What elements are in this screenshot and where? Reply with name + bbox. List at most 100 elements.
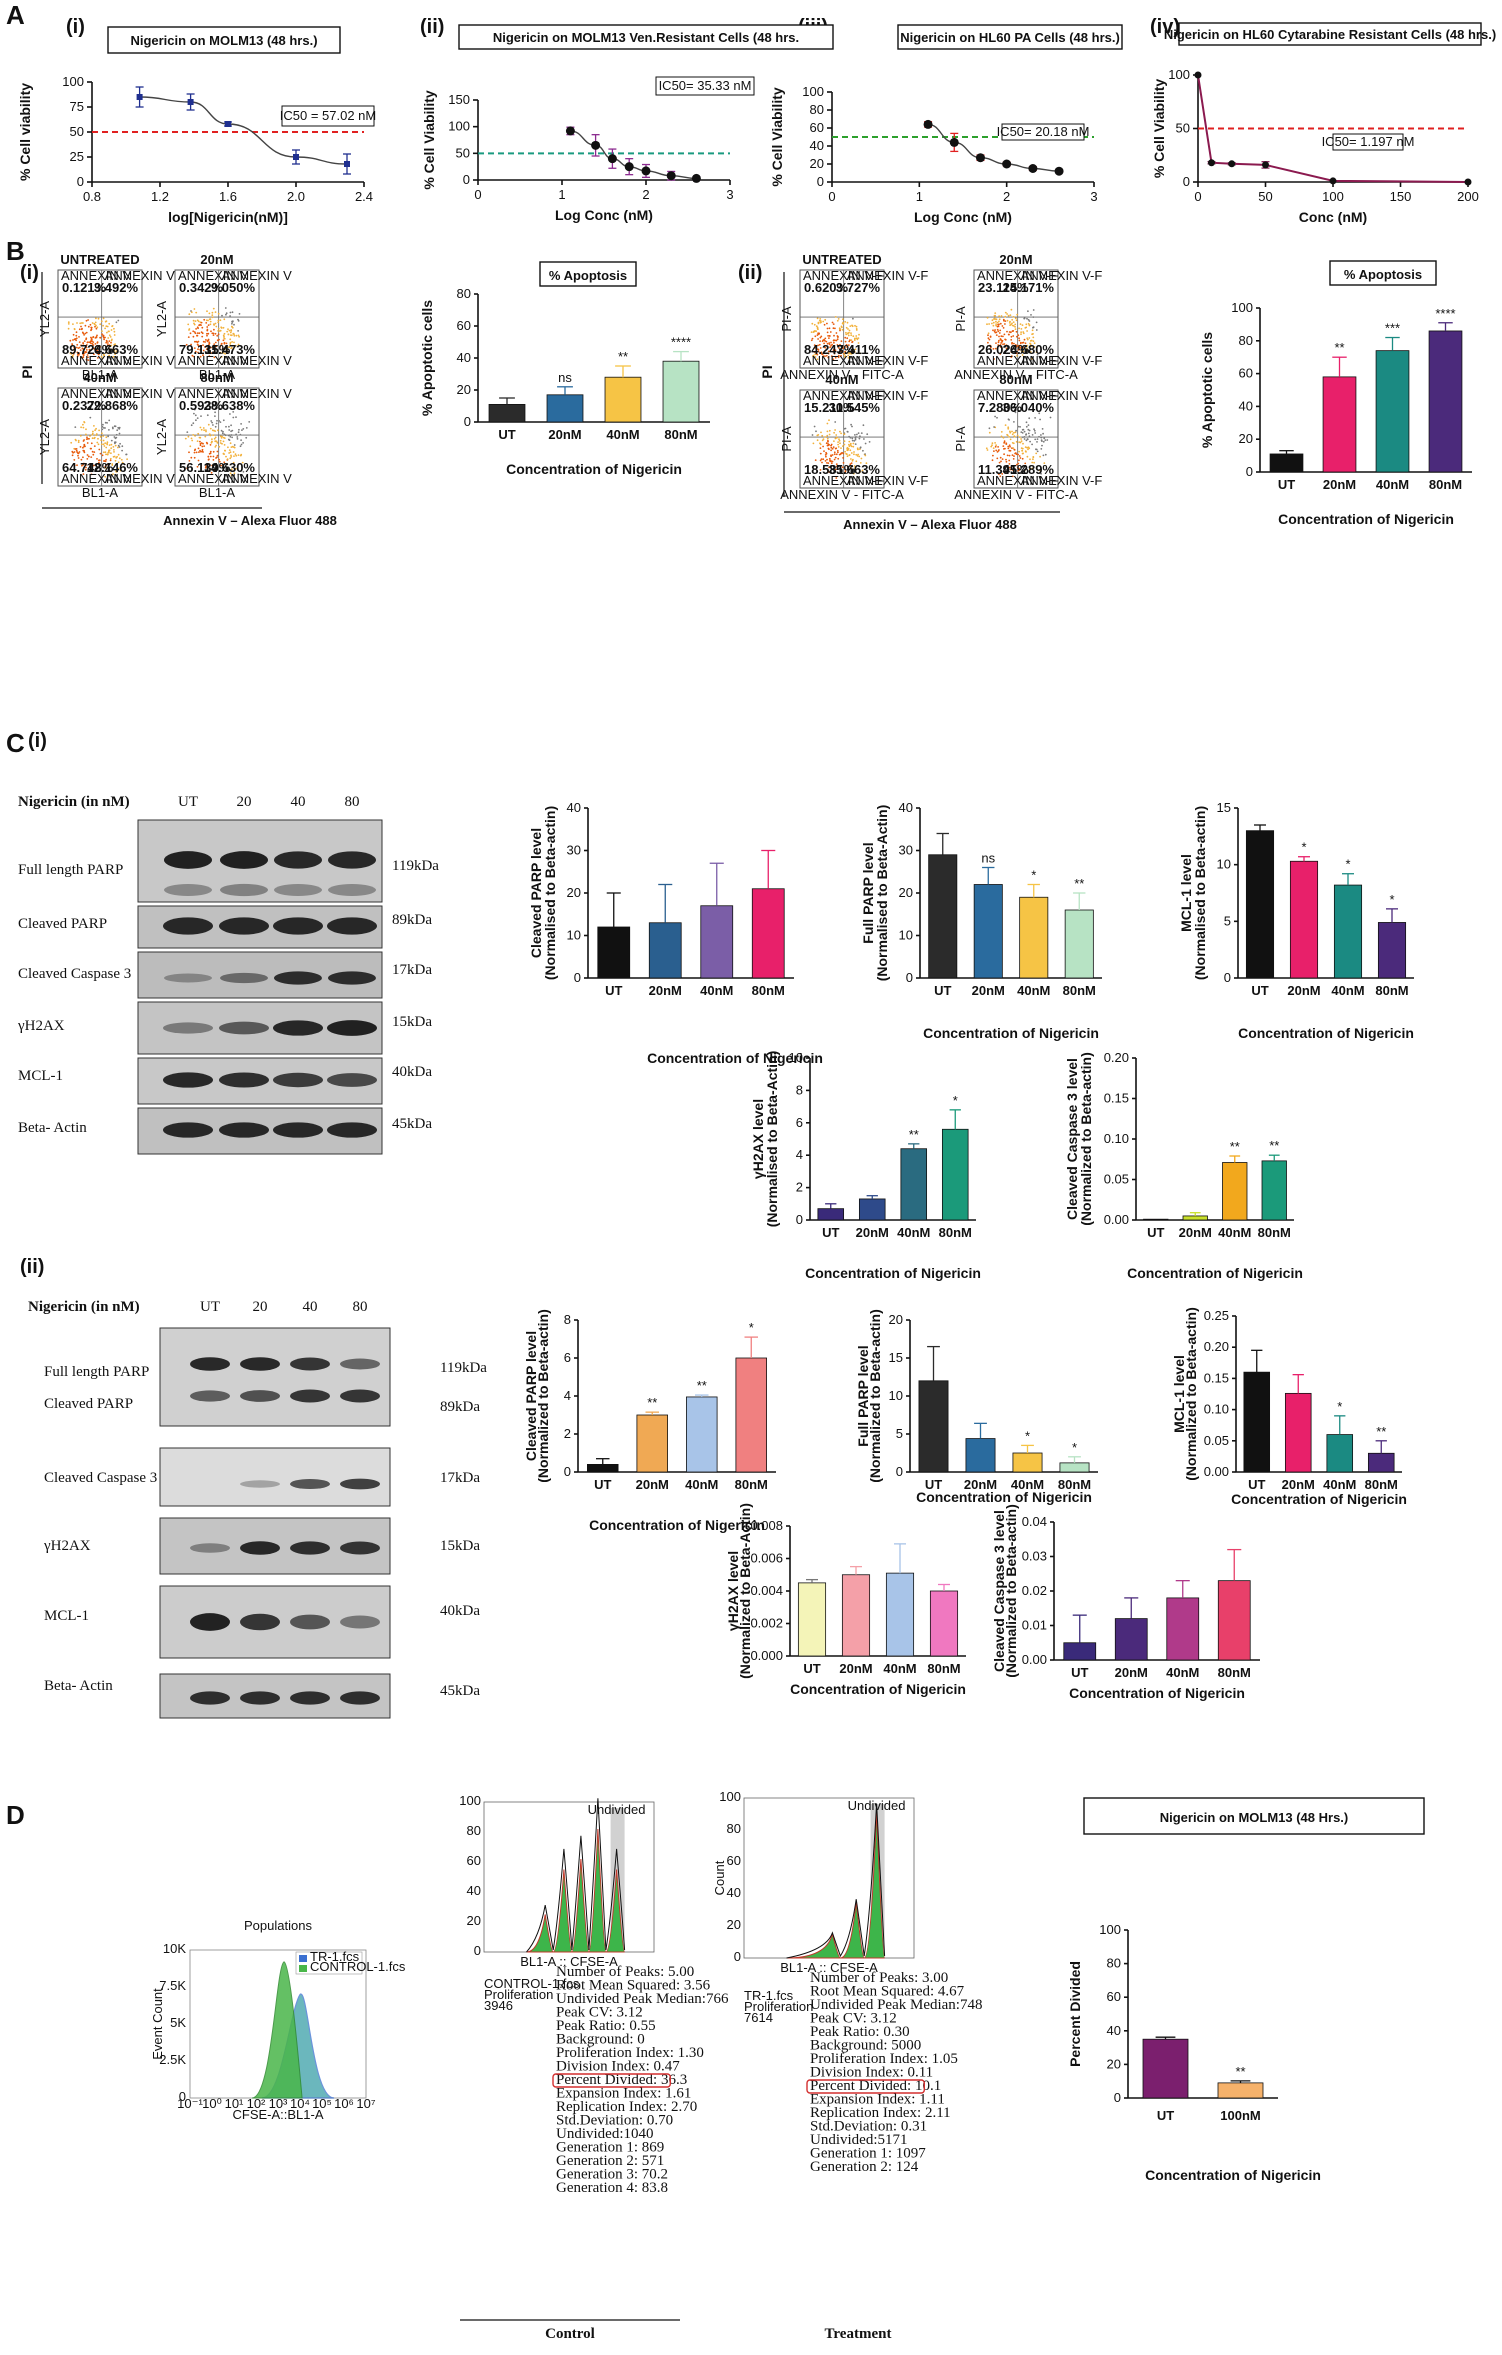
x-axis-label: Concentration of Nigericin <box>1238 1025 1414 1041</box>
event-dot <box>232 348 235 350</box>
event-dot <box>82 440 85 442</box>
event-dot <box>89 464 91 467</box>
y-tick-label: 20 <box>567 885 581 900</box>
event-dot <box>999 346 1002 348</box>
quadrant-name: ANNEXIN V <box>61 471 131 486</box>
flow-x-channel: ANNEXIN V - FITC-A <box>780 487 904 502</box>
event-dot <box>835 453 838 456</box>
plot-frame <box>743 1797 915 1959</box>
event-dot <box>811 337 814 340</box>
event-dot <box>97 357 99 359</box>
event-dot <box>96 441 99 444</box>
x-axis-label: Concentration of Nigericin <box>790 1681 966 1697</box>
event-dot <box>839 453 842 455</box>
stat-line: Peak Ratio: 0.55 <box>556 2018 656 2034</box>
event-dot <box>1000 342 1002 344</box>
event-dot <box>73 349 75 351</box>
event-dot <box>115 350 118 353</box>
event-dot <box>841 328 844 331</box>
event-dot <box>101 425 104 428</box>
y-tick-label: 15 <box>889 1350 903 1365</box>
stat-line: Undivided:1040 <box>556 2126 654 2142</box>
event-dot <box>824 337 827 340</box>
event-dot <box>1017 469 1020 472</box>
event-dot <box>820 458 823 460</box>
event-dot <box>199 442 202 445</box>
event-dot <box>106 441 109 444</box>
event-dot <box>202 451 204 453</box>
significance-label: ** <box>1269 1138 1279 1153</box>
y-tick-label: 20 <box>1107 2056 1121 2071</box>
event-dot <box>112 455 115 458</box>
event-dot <box>830 345 832 347</box>
event-dot <box>1005 460 1008 463</box>
event-dot <box>223 337 225 339</box>
event-dot <box>834 356 837 359</box>
x-axis-label: Log Conc (nM) <box>555 207 653 223</box>
blot-kda-label: 89kDa <box>440 1399 480 1415</box>
event-dot <box>819 320 822 322</box>
event-dot <box>852 442 855 445</box>
y-axis-label-group: Count <box>712 1860 727 1895</box>
event-dot <box>212 307 215 310</box>
event-dot <box>998 315 1000 318</box>
y-tick-label: 20 <box>727 1917 741 1932</box>
event-dot <box>860 432 863 434</box>
bar <box>1284 1392 1312 1473</box>
x-tick-label: 80nM <box>927 1661 960 1676</box>
event-dot <box>1031 333 1033 336</box>
blot-band <box>340 1478 380 1490</box>
event-dot <box>849 352 852 355</box>
bar <box>1243 1371 1271 1473</box>
event-dot <box>195 311 198 314</box>
event-dot <box>849 436 852 439</box>
ic50-label: IC50= 20.18 nM <box>997 124 1090 139</box>
event-dot <box>97 317 100 320</box>
bar <box>1064 909 1094 979</box>
legend-label: TR-1.fcs <box>310 1949 360 1964</box>
event-dot <box>1026 455 1029 458</box>
event-dot <box>110 339 113 342</box>
bar <box>1322 376 1357 473</box>
data-point <box>975 153 985 163</box>
quadrant-name: ANNEXIN V-F <box>977 353 1059 368</box>
event-dot <box>816 358 819 361</box>
event-dot <box>106 344 109 346</box>
flow-y-channel-group: YL2-A <box>37 419 52 455</box>
event-dot <box>245 436 248 439</box>
event-dot <box>108 344 111 346</box>
event-dot <box>827 350 830 353</box>
event-dot <box>85 433 87 436</box>
event-dot <box>850 334 853 337</box>
y-tick-label: 80 <box>810 102 824 117</box>
event-dot <box>230 329 233 331</box>
event-dot <box>207 423 210 426</box>
event-dot <box>105 320 108 322</box>
event-dot <box>822 355 825 357</box>
event-dot <box>1030 345 1033 347</box>
event-dot <box>105 453 107 456</box>
event-dot <box>989 344 991 347</box>
y-tick-label: 0 <box>474 1943 481 1958</box>
event-dot <box>847 354 850 357</box>
event-dot <box>237 330 240 332</box>
event-dot <box>1013 421 1015 423</box>
flow-y-axis-label: PI <box>19 365 35 378</box>
event-dot <box>90 442 93 445</box>
y-axis-label-group: Full PARP level(Normalized to Beta-actin… <box>855 1309 883 1482</box>
event-dot <box>985 447 988 450</box>
event-dot <box>102 443 105 446</box>
event-dot <box>851 325 854 328</box>
flow-x-channel: BL1-A <box>82 485 118 500</box>
chart-title: Nigericin on HL60 PA Cells (48 hrs.) <box>900 30 1120 45</box>
event-dot <box>88 437 90 440</box>
event-dot <box>110 341 112 344</box>
event-dot <box>117 453 120 456</box>
event-dot <box>230 446 233 448</box>
event-dot <box>812 355 814 357</box>
y-tick-label: 60 <box>727 1853 741 1868</box>
significance-label: ** <box>1074 876 1084 891</box>
event-dot <box>193 308 196 310</box>
